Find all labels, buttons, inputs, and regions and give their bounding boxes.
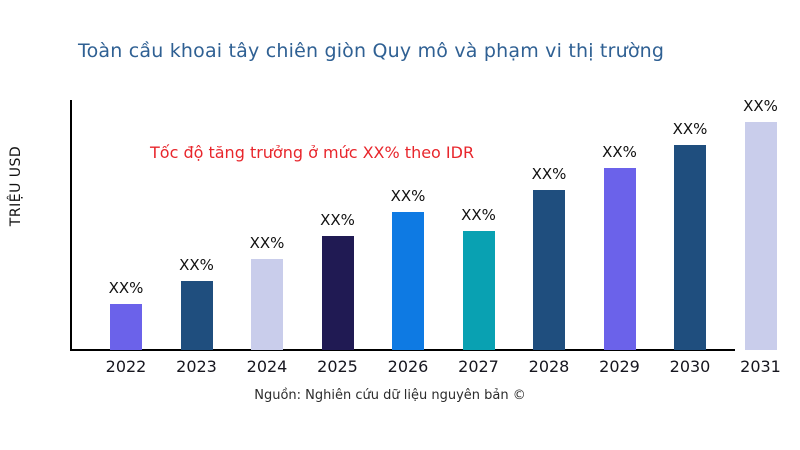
x-tick-label-2027: 2027 <box>458 357 499 376</box>
x-tick-label-2022: 2022 <box>105 357 147 376</box>
bar-2024 <box>251 259 283 350</box>
bar-value-label-2031: XX% <box>743 97 778 115</box>
x-tick-label-2024: 2024 <box>246 357 288 376</box>
bar-2022 <box>110 304 142 350</box>
x-tick-label-2023: 2023 <box>176 357 217 376</box>
bar-2026 <box>392 212 424 350</box>
x-tick-label-2028: 2028 <box>528 357 570 376</box>
growth-rate-annotation: Tốc độ tăng trưởng ở mức XX% theo IDR <box>150 143 475 162</box>
bar-value-label-2030: XX% <box>672 120 708 138</box>
x-tick-label-2029: 2029 <box>599 357 640 376</box>
chart-title: Toàn cầu khoai tây chiên giòn Quy mô và … <box>78 40 665 62</box>
x-tick-label-2025: 2025 <box>317 357 358 376</box>
bar-value-label-2026: XX% <box>390 187 426 205</box>
bar-2028 <box>533 190 565 350</box>
bar-value-label-2025: XX% <box>320 211 355 229</box>
source-note: Nguồn: Nghiên cứu dữ liệu nguyên bản © <box>254 388 526 403</box>
bar-2027 <box>462 231 495 350</box>
bar-2031 <box>744 122 777 350</box>
x-tick-label-2026: 2026 <box>387 357 429 376</box>
bar-2029 <box>603 168 636 350</box>
bar-value-label-2029: XX% <box>602 143 637 161</box>
x-axis-line <box>70 349 735 351</box>
bar-value-label-2027: XX% <box>461 206 496 224</box>
bar-2030 <box>674 145 706 350</box>
y-axis-label: TRIỆU USD <box>8 145 24 227</box>
bar-2023 <box>180 281 213 350</box>
bar-value-label-2022: XX% <box>108 279 144 297</box>
bar-value-label-2028: XX% <box>531 165 567 183</box>
bar-value-label-2024: XX% <box>249 234 285 252</box>
x-tick-label-2030: 2030 <box>669 357 711 376</box>
y-axis-line <box>70 100 72 351</box>
bar-2025 <box>321 236 354 350</box>
bar-value-label-2023: XX% <box>179 256 214 274</box>
x-tick-label-2031: 2031 <box>740 357 781 376</box>
